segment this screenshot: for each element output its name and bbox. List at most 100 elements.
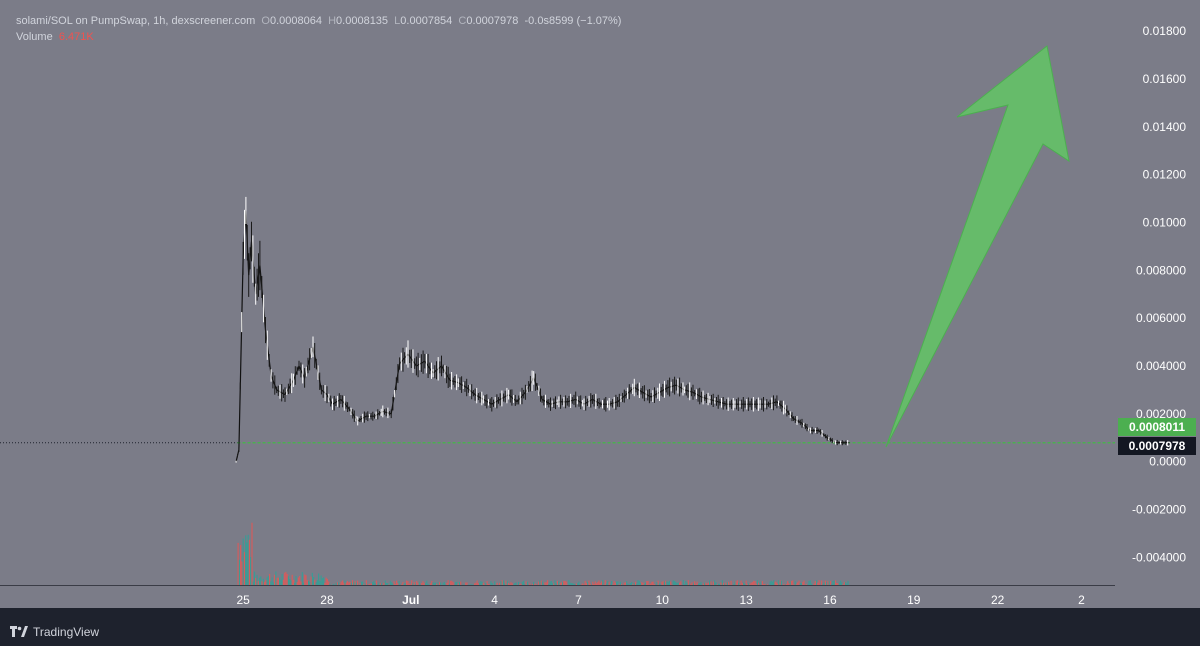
volume-bar: [687, 580, 689, 585]
volume-bar: [755, 583, 757, 585]
volume-bar: [450, 580, 452, 585]
volume-bar: [647, 581, 649, 585]
volume-bar: [745, 580, 747, 585]
volume-bar: [668, 580, 671, 585]
volume-bar: [562, 582, 564, 585]
volume-bar: [489, 584, 491, 585]
brand-label: TradingView: [33, 625, 100, 639]
x-tick-label: 7: [575, 593, 582, 607]
volume-bar: [240, 545, 242, 585]
volume-bar: [407, 581, 409, 585]
volume-bar: [416, 580, 418, 585]
volume-bar: [673, 580, 676, 585]
volume-bar: [780, 580, 782, 585]
volume-bar: [261, 581, 263, 585]
volume-bar: [343, 582, 345, 585]
volume-label[interactable]: Volume: [16, 31, 53, 43]
x-tick-label: 19: [907, 593, 921, 607]
volume-bar: [678, 582, 681, 585]
volume-bar: [387, 583, 389, 585]
volume-bar: [383, 582, 385, 585]
volume-bar: [270, 581, 272, 585]
volume-bar: [667, 582, 669, 585]
volume-bar: [431, 580, 433, 585]
volume-bar: [353, 581, 355, 585]
volume-bar: [719, 584, 721, 585]
volume-bar: [458, 582, 461, 585]
volume-bar: [365, 580, 367, 585]
volume-bar: [672, 580, 674, 585]
volume-bar: [696, 581, 698, 585]
volume-bar: [753, 580, 755, 585]
volume-bar: [744, 583, 746, 585]
volume-bar: [787, 581, 789, 585]
volume-bar: [373, 580, 375, 585]
tradingview-brand[interactable]: TradingView: [10, 624, 99, 640]
volume-bar: [622, 584, 624, 585]
volume-bar: [297, 577, 300, 585]
volume-bar: [838, 582, 840, 585]
volume-bar: [257, 581, 259, 585]
volume-bar: [577, 583, 579, 585]
volume-bar: [359, 582, 361, 585]
x-axis-ticks: 25 28 Jul 4 7 10 13 16 19 22 2: [236, 593, 1085, 607]
volume-bar: [514, 583, 516, 585]
volume-bar: [380, 583, 383, 585]
volume-bar: [287, 576, 289, 585]
volume-bar: [743, 582, 745, 585]
volume-bar: [432, 582, 434, 585]
volume-bar: [617, 581, 619, 585]
volume-bar: [299, 576, 301, 585]
volume-bar: [790, 581, 792, 585]
volume-bar: [346, 581, 349, 585]
volume-bar: [612, 584, 614, 585]
volume-bar: [512, 584, 515, 585]
volume-bar: [486, 581, 488, 585]
volume-bar: [601, 581, 603, 585]
volume-bar: [256, 574, 258, 585]
volume-bar: [724, 583, 726, 585]
high-key: H: [328, 15, 337, 27]
open-value: 0.0008064: [269, 15, 322, 27]
volume-bar: [722, 582, 725, 585]
y-tick-label: 0.004000: [1136, 359, 1186, 373]
volume-bar: [645, 582, 647, 585]
volume-bar: [502, 580, 505, 585]
volume-bar: [817, 582, 819, 585]
volume-bar: [370, 583, 372, 585]
volume-bar: [555, 583, 557, 585]
volume-bar: [511, 583, 513, 585]
volume-bar: [794, 581, 796, 585]
volume-bar: [839, 580, 842, 585]
volume-bar: [276, 577, 278, 585]
volume-bar: [602, 580, 604, 585]
volume-bar: [604, 580, 606, 585]
volume-bar: [802, 582, 804, 585]
volume-bar: [414, 584, 416, 585]
volume-bar: [401, 584, 403, 585]
y-tick-label: 0.01400: [1143, 120, 1187, 134]
volume-bar: [300, 581, 302, 585]
volume-bar: [740, 580, 742, 585]
volume-bar: [487, 584, 489, 585]
volume-bar: [251, 522, 253, 585]
volume-bar: [621, 584, 623, 585]
symbol-title[interactable]: solami/SOL on PumpSwap, 1h, dexscreener.…: [16, 15, 256, 27]
volume-bar: [243, 552, 245, 585]
volume-legend: Volume 6.471K: [16, 31, 94, 43]
x-tick-label: 4: [491, 593, 498, 607]
price-series: [235, 196, 850, 463]
volume-bar: [833, 580, 835, 585]
volume-bar: [832, 581, 834, 585]
volume-bar: [258, 577, 261, 585]
volume-bar: [824, 580, 826, 585]
volume-bar: [246, 542, 248, 585]
volume-bar: [803, 580, 805, 585]
volume-bar: [368, 584, 370, 585]
volume-bar: [556, 580, 559, 585]
volume-bar: [280, 579, 282, 585]
price-marker-black: 0.0007978: [1118, 437, 1196, 455]
volume-bar: [822, 584, 824, 585]
volume-bar: [290, 580, 292, 585]
